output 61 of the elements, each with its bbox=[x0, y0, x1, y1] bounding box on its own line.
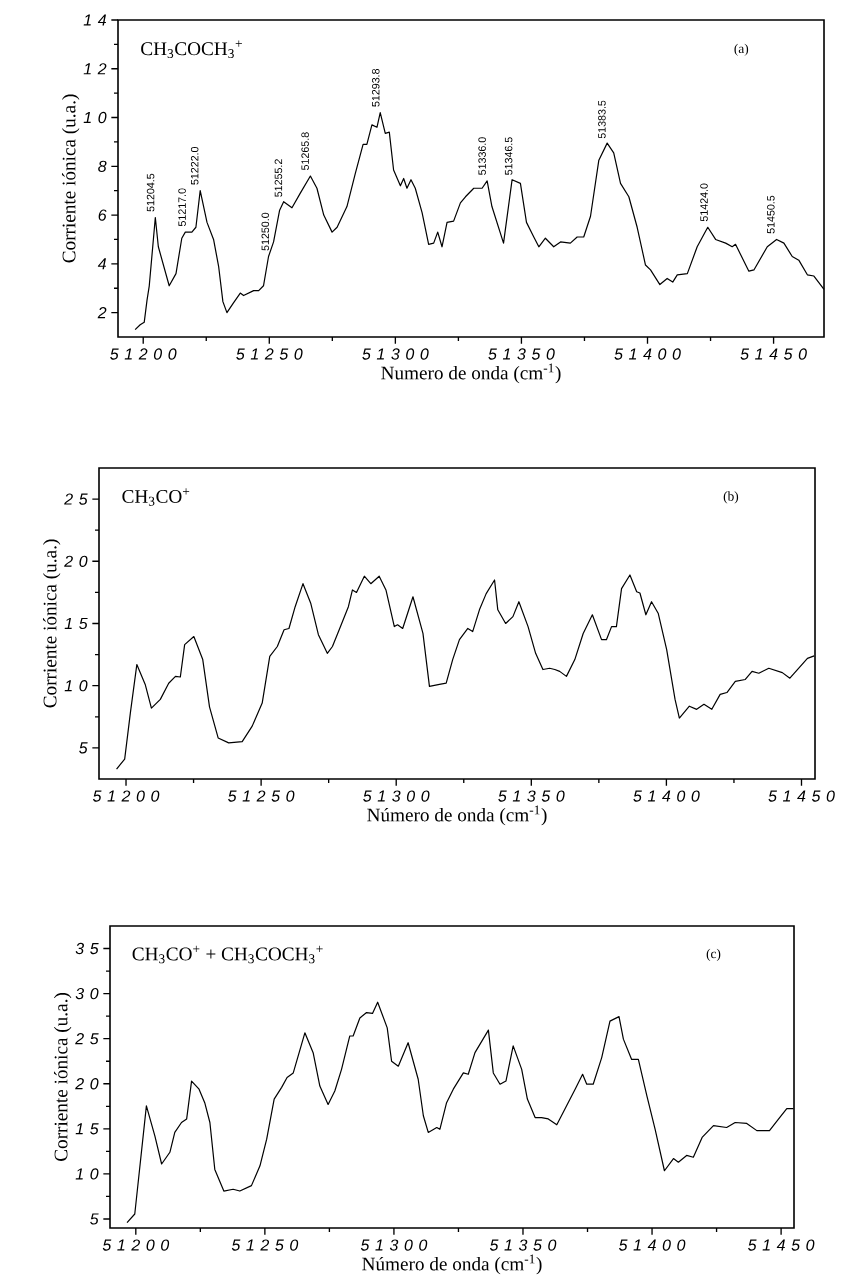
y-tick-label: 2 5 bbox=[75, 1033, 99, 1045]
x-tick-label: 5 1 3 0 0 bbox=[362, 348, 429, 360]
chart-title: CH$_{3}$CO$^{+}$ + CH$_{3}$COCH$_{3}$+ bbox=[132, 945, 323, 964]
x-tick-label: 5 1 2 5 0 bbox=[236, 348, 303, 360]
x-tick-label: 5 1 4 0 0 bbox=[614, 348, 681, 360]
y-tick-label: 4 bbox=[97, 258, 107, 270]
x-tick-label: 5 1 2 5 0 bbox=[231, 1239, 299, 1251]
y-tick-label: 8 bbox=[98, 160, 107, 172]
y-tick-label: 6 bbox=[98, 209, 107, 221]
annotation: (b) bbox=[723, 491, 739, 504]
annotation: 51336.0 bbox=[478, 137, 486, 175]
y-tick-label: 1 0 bbox=[75, 1168, 99, 1180]
annotation: 51250.0 bbox=[261, 212, 270, 251]
x-tick-label: 5 1 3 5 0 bbox=[489, 1239, 557, 1251]
x-tick-label: 5 1 3 5 0 bbox=[488, 348, 555, 360]
annotation: 51217.0 bbox=[178, 188, 186, 227]
x-tick-label: 5 1 4 5 0 bbox=[768, 790, 835, 802]
y-tick-label: 2 0 bbox=[64, 555, 88, 567]
x-axis-title: Número de onda (cm$^{-1}$) bbox=[367, 805, 547, 826]
annotation: 51265.8 bbox=[301, 132, 309, 171]
text: CH$_{3}$COCH$_{3}$+ bbox=[141, 40, 242, 59]
x-tick-label: 5 1 4 0 0 bbox=[633, 790, 700, 802]
x-tick-label: 5 1 3 5 0 bbox=[498, 790, 565, 802]
x-axis-title: Numero de onda (cm$^{-1}$) bbox=[381, 363, 561, 384]
y-axis-title: Corriente iónica (u.a.) bbox=[42, 539, 61, 708]
annotation: 51383.5 bbox=[598, 100, 606, 139]
annotation: (c) bbox=[706, 948, 721, 961]
y-tick-label: 2 5 bbox=[64, 493, 88, 505]
y-tick-label: 5 bbox=[90, 1213, 99, 1225]
text: CH$_{3}$CO$^{+}$ bbox=[122, 488, 190, 506]
annotation: 51255.2 bbox=[274, 159, 283, 197]
annotation: 51424.0 bbox=[700, 183, 708, 222]
y-tick-label: 1 0 bbox=[83, 111, 107, 124]
x-tick-label: 5 1 3 0 0 bbox=[360, 1239, 428, 1251]
y-tick-label: 2 0 bbox=[75, 1078, 99, 1090]
x-tick-label: 5 1 4 0 0 bbox=[618, 1239, 686, 1251]
annotation: 51204.5 bbox=[146, 173, 155, 212]
y-tick-label: 3 0 bbox=[75, 987, 99, 1000]
y-axis-title: Corriente iónica (u.a.) bbox=[53, 993, 72, 1161]
annotation: 51346.5 bbox=[504, 137, 513, 175]
x-tick-label: 5 1 2 0 0 bbox=[92, 790, 160, 802]
x-tick-label: 5 1 4 5 0 bbox=[748, 1239, 815, 1251]
x-axis-title: Número de onda (cm$^{-1}$) bbox=[362, 1254, 542, 1275]
x-tick-label: 5 1 2 0 0 bbox=[102, 1239, 170, 1251]
y-tick-label: 5 bbox=[79, 742, 88, 754]
y-tick-label: 1 4 bbox=[83, 14, 107, 26]
annotation: 51293.8 bbox=[371, 68, 380, 107]
annotation: (a) bbox=[734, 43, 749, 56]
y-tick-label: 3 5 bbox=[75, 942, 99, 955]
y-tick-label: 1 5 bbox=[75, 1123, 99, 1135]
annotation: 51222.0 bbox=[190, 146, 199, 185]
y-axis-title: Corriente iónica (u.a.) bbox=[61, 94, 80, 263]
annotation: 51450.5 bbox=[767, 195, 775, 234]
x-tick-label: 5 1 2 0 0 bbox=[110, 348, 177, 360]
y-tick-label: 1 5 bbox=[64, 617, 88, 630]
y-tick-label: 1 0 bbox=[64, 680, 88, 692]
y-tick-label: 2 bbox=[97, 307, 107, 319]
x-tick-label: 5 1 2 5 0 bbox=[228, 790, 295, 802]
x-tick-label: 5 1 4 5 0 bbox=[740, 348, 807, 360]
x-tick-label: 5 1 3 0 0 bbox=[363, 790, 430, 802]
y-tick-label: 1 2 bbox=[83, 63, 107, 75]
